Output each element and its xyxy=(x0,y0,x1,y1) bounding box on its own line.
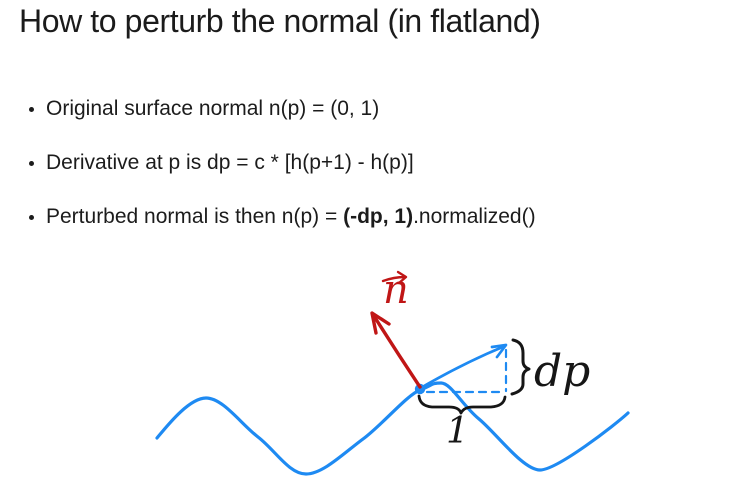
vector-overarrow-icon xyxy=(381,270,408,285)
bullet-text: Original surface normal n(p) = (0, 1) xyxy=(46,97,380,120)
bullet-text-prefix: Perturbed normal is then n(p) = xyxy=(46,205,344,228)
unit-label: 1 xyxy=(446,411,469,452)
bullet-text-suffix: .normalized() xyxy=(413,205,536,228)
unit-brace xyxy=(417,394,507,415)
normal-arrow xyxy=(370,311,422,389)
tangent-arrow-shaft xyxy=(422,344,507,388)
dp-label: dp xyxy=(534,346,590,397)
normal-arrowhead-icon xyxy=(370,311,391,335)
normal-arrow-shaft xyxy=(372,314,422,389)
dp-brace xyxy=(510,338,531,396)
bullet-text-bold: (-dp, 1) xyxy=(343,205,414,228)
surface-curve xyxy=(155,381,630,476)
point-p-dot xyxy=(414,383,426,395)
tangent-arrowhead-icon xyxy=(490,343,508,359)
bullet-item-derivative: Derivative at p is dp = c * [h(p+1) - h(… xyxy=(46,150,536,176)
bullet-item-original-normal: Original surface normal n(p) = (0, 1) xyxy=(46,96,536,122)
dashed-construction-lines xyxy=(425,348,508,394)
slide-title: How to perturb the normal (in flatland) xyxy=(19,3,541,39)
bullet-text: Derivative at p is dp = c * [h(p+1) - h(… xyxy=(46,151,414,174)
bullet-item-perturbed-normal: Perturbed normal is then n(p) = (-dp, 1)… xyxy=(46,204,536,230)
normal-label: n xyxy=(383,267,409,313)
tangent-arrow xyxy=(422,343,508,388)
bullet-list: Original surface normal n(p) = (0, 1) De… xyxy=(24,96,536,258)
